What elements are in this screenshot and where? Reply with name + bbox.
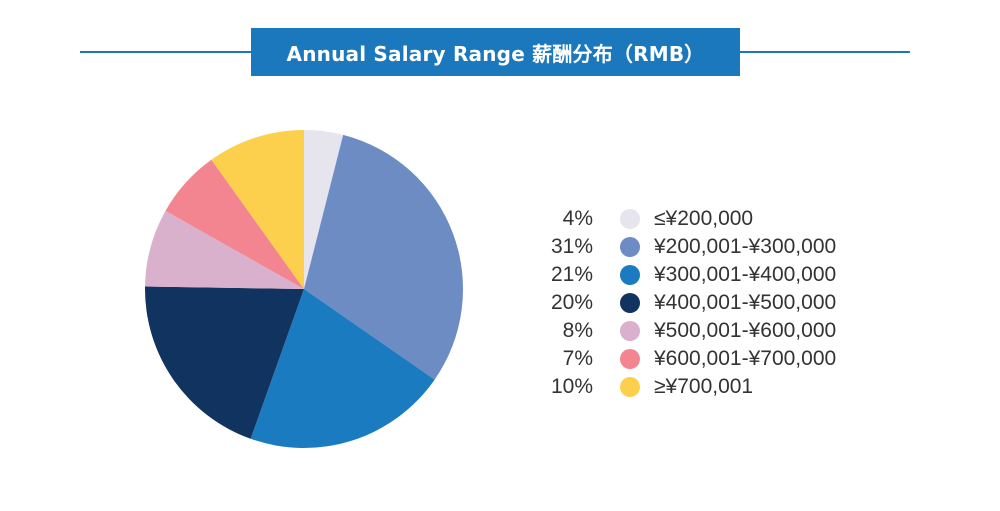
legend-item: 8% ¥500,001-¥600,000	[520, 317, 837, 345]
legend: 4% ≤¥200,000 31% ¥200,001-¥300,000 21% ¥300,0…	[520, 205, 836, 401]
legend-swatch	[620, 265, 640, 285]
legend-label: ¥200,001-¥300,000	[654, 235, 837, 258]
legend-percent: 8%	[562, 319, 593, 342]
legend-item: 20% ¥400,001-¥500,000	[520, 289, 836, 317]
pie-slice-7	[211, 130, 304, 289]
legend-item: 7% ¥600,001-¥700,000	[520, 345, 837, 373]
legend-swatch	[620, 237, 640, 257]
legend-percent: 21%	[550, 263, 593, 286]
pie-slice-3	[250, 289, 435, 448]
legend-swatch	[620, 349, 640, 369]
legend-label: ¥500,001-¥600,000	[654, 319, 837, 342]
legend-label: ¥400,001-¥500,000	[654, 291, 837, 314]
legend-swatch	[620, 321, 640, 341]
pie-slice-6	[165, 159, 304, 289]
legend-swatch	[620, 377, 640, 397]
legend-label: ¥600,001-¥700,000	[654, 347, 837, 370]
legend-item: 31% ¥200,001-¥300,000	[520, 233, 836, 261]
legend-swatch	[620, 293, 640, 313]
legend-percent: 4%	[562, 207, 593, 230]
pie-slice-5	[145, 210, 304, 289]
legend-item: 10% ≥¥700,001	[520, 373, 836, 401]
title-rule-right	[738, 51, 910, 53]
legend-percent: 10%	[550, 375, 593, 398]
legend-item: 21% ¥300,001-¥400,000	[520, 261, 836, 289]
pie-slice-4	[145, 286, 304, 439]
legend-label: ¥300,001-¥400,000	[654, 263, 837, 286]
legend-percent: 20%	[550, 291, 593, 314]
chart-title: Annual Salary Range 薪酬分布（RMB）	[251, 28, 740, 76]
title-rule-left	[80, 51, 255, 53]
legend-percent: 31%	[550, 235, 593, 258]
legend-swatch	[620, 209, 640, 229]
legend-label: ≤¥200,000	[654, 207, 754, 230]
pie-chart	[145, 130, 464, 448]
pie-slice-1	[304, 130, 344, 289]
legend-item: 4% ≤¥200,000	[520, 205, 836, 233]
pie-slice-2	[304, 134, 464, 380]
legend-percent: 7%	[562, 347, 593, 370]
legend-label: ≥¥700,001	[654, 375, 754, 398]
